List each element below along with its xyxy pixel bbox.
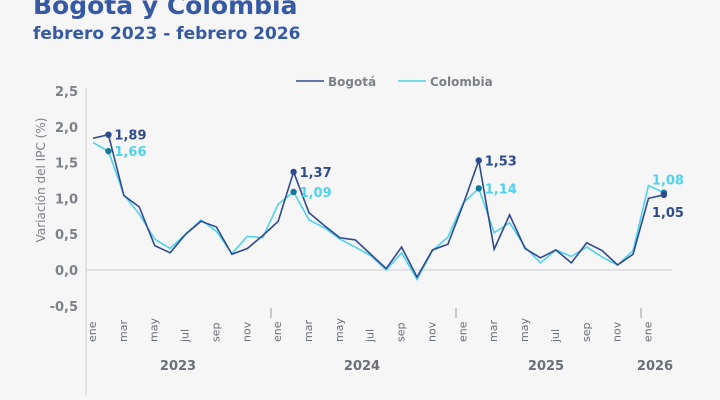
year-label: 2025 <box>528 359 564 374</box>
series-line-bogotá <box>92 133 665 279</box>
data-label: 1,05 <box>652 206 684 221</box>
data-label: 1,37 <box>300 166 332 181</box>
x-tick-label: may <box>333 318 346 342</box>
chart-subtitle: febrero 2023 - febrero 2026 <box>33 24 301 44</box>
data-label: 1,09 <box>300 186 332 201</box>
x-tick-label: mar <box>487 320 500 342</box>
x-tick-label: may <box>518 318 531 342</box>
x-tick-label: jul <box>549 329 562 343</box>
year-label: 2024 <box>344 359 380 374</box>
legend-label: Bogotá <box>328 75 376 89</box>
data-point-marker <box>660 191 668 199</box>
x-tick-label: nov <box>425 321 438 342</box>
x-tick-label: jul <box>179 329 192 343</box>
legend-label: Colombia <box>430 75 493 89</box>
data-point-marker <box>105 147 112 155</box>
y-tick-label: -0,5 <box>50 300 78 315</box>
data-label: 1,08 <box>652 174 684 189</box>
data-point-marker <box>290 168 297 176</box>
x-tick-label: sep <box>209 323 222 342</box>
x-tick-label: ene <box>271 321 284 342</box>
data-point-marker <box>475 157 482 164</box>
data-label: 1,89 <box>114 129 146 144</box>
y-axis-label: Variación del IPC (%) <box>34 118 48 243</box>
chart-title: Bogotá y Colombia <box>33 0 298 20</box>
data-point-marker <box>105 131 112 138</box>
x-tick-label: ene <box>456 321 469 342</box>
x-tick-label: nov <box>240 321 253 342</box>
y-tick-label: 2,0 <box>55 121 78 136</box>
y-tick-label: 1,5 <box>55 157 78 172</box>
x-tick-label: sep <box>580 323 593 342</box>
x-tick-label: mar <box>302 320 315 342</box>
x-tick-label: mar <box>117 320 130 342</box>
x-tick-label: may <box>148 318 161 342</box>
data-point-marker <box>475 185 482 192</box>
year-label: 2023 <box>160 359 196 374</box>
y-tick-label: 2,5 <box>55 85 78 100</box>
x-tick-label: jul <box>364 329 377 343</box>
data-label: 1,66 <box>114 145 146 160</box>
year-label: 2026 <box>637 359 673 374</box>
data-label: 1,14 <box>485 182 517 197</box>
data-point-marker <box>290 188 297 196</box>
y-tick-label: 0,0 <box>55 264 78 279</box>
x-tick-label: ene <box>641 321 654 342</box>
data-label: 1,53 <box>485 154 517 169</box>
y-tick-label: 0,5 <box>55 228 78 243</box>
x-tick-label: sep <box>395 323 408 342</box>
x-tick-label: nov <box>611 321 624 342</box>
y-tick-label: 1,0 <box>55 192 78 207</box>
series-line-colombia <box>92 141 665 281</box>
x-tick-label: ene <box>86 321 99 342</box>
